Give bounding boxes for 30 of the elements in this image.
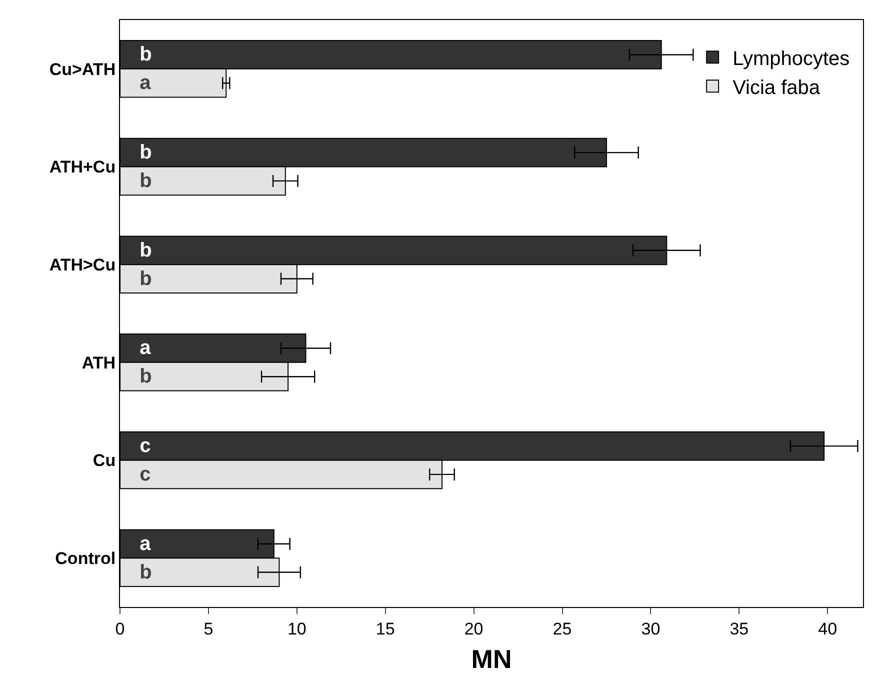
legend-label: Lymphocytes (732, 48, 850, 70)
y-tick-label: ATH+Cu (49, 158, 116, 177)
y-tick-label: Cu>ATH (49, 60, 116, 79)
legend-label: Vicia faba (732, 76, 821, 99)
y-tick-label: Cu (92, 451, 116, 470)
x-tick-label: 10 (287, 619, 306, 638)
y-tick-label: ATH (82, 353, 116, 372)
x-axis-title: MN (471, 644, 512, 674)
data-label: b (140, 142, 152, 164)
x-tick-label: 40 (818, 619, 838, 638)
x-tick-label: 0 (115, 619, 125, 638)
data-label: c (140, 435, 151, 458)
data-label: b (140, 366, 152, 388)
x-tick-label: 5 (204, 619, 214, 638)
data-label: a (140, 337, 152, 360)
x-tick-label: 15 (376, 619, 395, 638)
y-tick-label: ATH>Cu (49, 256, 116, 275)
data-label: b (140, 561, 152, 584)
data-label: b (140, 268, 152, 290)
data-label: a (140, 72, 152, 94)
x-tick-label: 20 (464, 619, 484, 638)
data-label: c (140, 463, 151, 486)
data-label: b (140, 239, 152, 262)
x-tick-label: 35 (730, 619, 749, 638)
data-label: b (140, 170, 152, 192)
x-tick-label: 30 (641, 619, 660, 638)
data-label: a (140, 532, 152, 555)
y-tick-label: Control (55, 549, 116, 568)
data-label: b (140, 44, 152, 66)
x-tick-label: 25 (552, 619, 572, 638)
